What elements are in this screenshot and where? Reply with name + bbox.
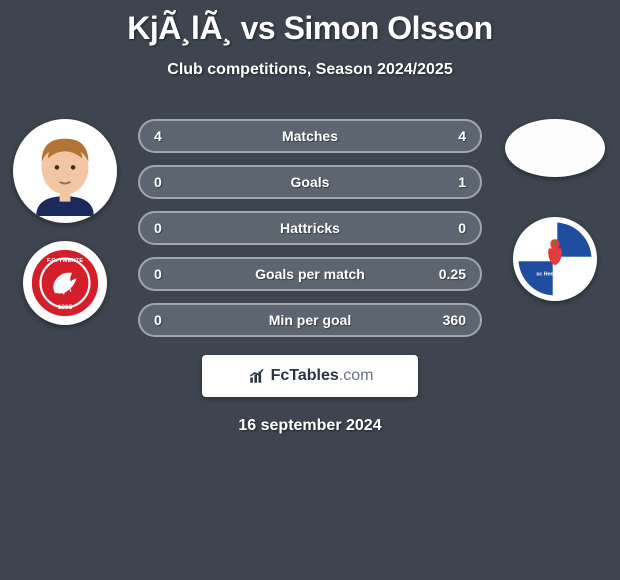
stat-label: Hattricks	[280, 220, 340, 236]
stat-row-goals: 0 Goals 1	[138, 165, 482, 199]
stat-label: Goals per match	[255, 266, 365, 282]
stat-label: Goals	[291, 174, 330, 190]
chart-icon	[247, 367, 267, 385]
stat-right-value: 0	[458, 220, 466, 236]
sc-heerenveen-icon: sc Heerenveen	[517, 221, 593, 297]
page-title: KjÃ¸lÃ¸ vs Simon Olsson	[0, 10, 620, 47]
stat-row-hattricks: 0 Hattricks 0	[138, 211, 482, 245]
stat-left-value: 4	[154, 128, 162, 144]
brand-text: FcTables.com	[271, 367, 374, 385]
page-subtitle: Club competitions, Season 2024/2025	[0, 61, 620, 79]
stat-left-value: 0	[154, 220, 162, 236]
brand-light: .com	[339, 367, 374, 384]
brand-bold: FcTables	[271, 367, 339, 384]
right-side: sc Heerenveen	[500, 119, 610, 301]
left-side: F.C. TWENTE 1965	[10, 119, 120, 325]
team-right-logo: sc Heerenveen	[513, 217, 597, 301]
stat-left-value: 0	[154, 312, 162, 328]
stat-row-goals-per-match: 0 Goals per match 0.25	[138, 257, 482, 291]
svg-text:1965: 1965	[58, 304, 73, 311]
stat-label: Min per goal	[269, 312, 351, 328]
stat-right-value: 360	[443, 312, 466, 328]
date-text: 16 september 2024	[0, 417, 620, 435]
stat-right-value: 0.25	[439, 266, 466, 282]
stat-label: Matches	[282, 128, 338, 144]
player-left-avatar	[13, 119, 117, 223]
player-face-icon	[20, 126, 110, 216]
svg-text:F.C. TWENTE: F.C. TWENTE	[47, 258, 83, 264]
team-left-logo: F.C. TWENTE 1965	[23, 241, 107, 325]
stat-right-value: 1	[458, 174, 466, 190]
branding-badge: FcTables.com	[202, 355, 418, 397]
comparison-area: F.C. TWENTE 1965 4 Matches 4 0 Goals 1 0…	[0, 119, 620, 337]
stat-row-matches: 4 Matches 4	[138, 119, 482, 153]
player-right-avatar	[505, 119, 605, 177]
stats-column: 4 Matches 4 0 Goals 1 0 Hattricks 0 0 Go…	[120, 119, 500, 337]
stat-right-value: 4	[458, 128, 466, 144]
svg-text:sc Heerenveen: sc Heerenveen	[536, 272, 574, 278]
stat-row-min-per-goal: 0 Min per goal 360	[138, 303, 482, 337]
fc-twente-icon: F.C. TWENTE 1965	[29, 247, 101, 319]
stat-left-value: 0	[154, 174, 162, 190]
stat-left-value: 0	[154, 266, 162, 282]
